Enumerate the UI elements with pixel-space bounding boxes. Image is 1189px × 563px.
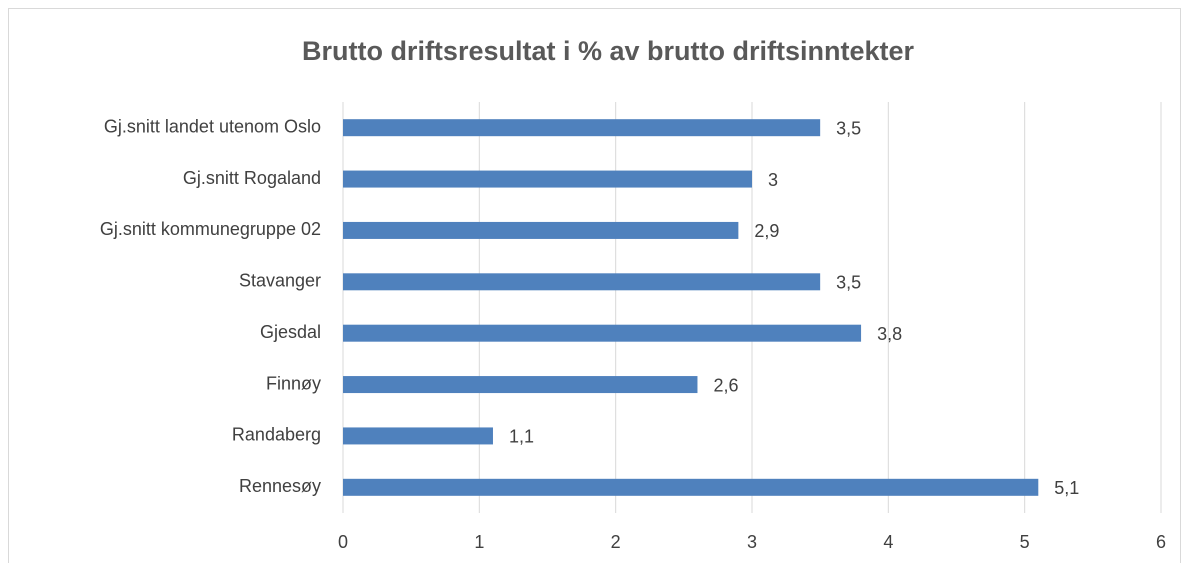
data-label: 5,1 (1054, 478, 1079, 498)
bar (343, 324, 862, 342)
data-label: 2,6 (713, 375, 738, 395)
bar (343, 376, 698, 394)
y-tick-label: Randaberg (232, 425, 321, 445)
bar (343, 170, 752, 188)
x-tick-label: 5 (1020, 532, 1030, 552)
y-tick-label: Gjesdal (260, 322, 321, 342)
data-label: 3,8 (877, 324, 902, 344)
bar (343, 478, 1039, 496)
y-tick-label: Gj.snitt kommunegruppe 02 (100, 219, 321, 239)
bar (343, 427, 493, 445)
y-tick-label: Gj.snitt landet utenom Oslo (104, 116, 321, 136)
bar (343, 119, 821, 137)
bar (343, 221, 739, 239)
x-tick-label: 0 (338, 532, 348, 552)
bar (343, 273, 821, 291)
x-tick-label: 3 (747, 532, 757, 552)
x-tick-label: 2 (611, 532, 621, 552)
x-tick-label: 6 (1156, 532, 1166, 552)
x-tick-label: 1 (474, 532, 484, 552)
data-label: 1,1 (509, 427, 534, 447)
data-label: 3,5 (836, 118, 861, 138)
y-tick-label: Finnøy (266, 373, 321, 393)
y-tick-label: Rennesøy (239, 476, 321, 496)
y-tick-label: Stavanger (239, 271, 321, 291)
y-tick-label: Gj.snitt Rogaland (183, 168, 321, 188)
data-label: 3 (768, 170, 778, 190)
data-label: 2,9 (754, 221, 779, 241)
chart-title: Brutto driftsresultat i % av brutto drif… (302, 36, 915, 66)
x-tick-label: 4 (883, 532, 893, 552)
data-label: 3,5 (836, 273, 861, 293)
